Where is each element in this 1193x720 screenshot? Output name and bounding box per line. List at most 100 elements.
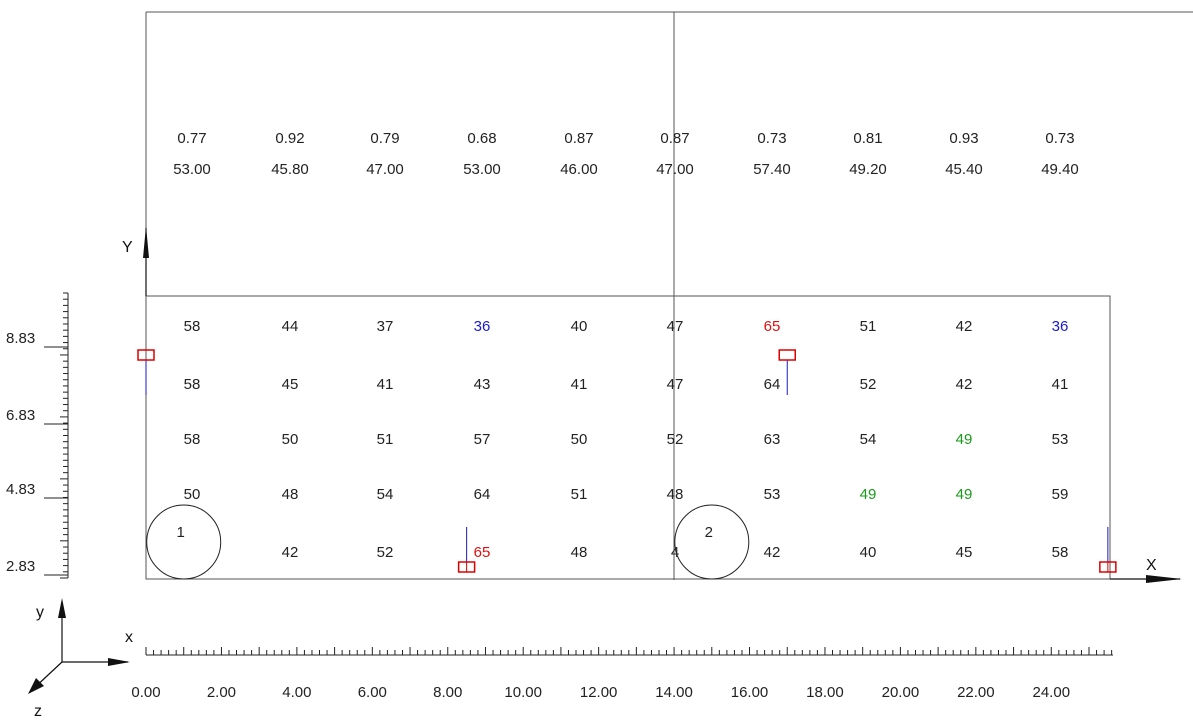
x-tick-label: 18.00 [806, 684, 844, 701]
y-tick-label: 4.83 [6, 481, 35, 498]
grid-cell-value: 58 [184, 431, 201, 448]
grid-cell-value: 43 [474, 376, 491, 393]
top-load-value: 49.20 [849, 161, 887, 178]
x-tick-label: 2.00 [207, 684, 236, 701]
triad-y-arrowhead [58, 598, 66, 618]
top-ratio-value: 0.87 [660, 130, 689, 147]
pile-circle [146, 504, 222, 580]
triad-y-label: y [36, 604, 44, 621]
grid-cell-value: 41 [377, 376, 394, 393]
grid-cell-value: 52 [377, 544, 394, 561]
top-load-value: 53.00 [463, 161, 501, 178]
grid-cell-value: 64 [764, 376, 781, 393]
top-ratio-value: 0.73 [1045, 130, 1074, 147]
grid-cell-value: 48 [667, 486, 684, 503]
grid-cell-value: 41 [1052, 376, 1069, 393]
pile-circle [674, 504, 750, 580]
grid-cell-value: 50 [571, 431, 588, 448]
grid-cell-value: 65 [474, 544, 491, 561]
grid-cell-value: 51 [377, 431, 394, 448]
top-ratio-value: 0.77 [177, 130, 206, 147]
triad-z-label: z [34, 703, 42, 720]
x-tick-label: 4.00 [282, 684, 311, 701]
grid-cell-value: 40 [571, 318, 588, 335]
grid-cell-value: 36 [474, 318, 491, 335]
top-values: 0.77 0.92 0.79 0.68 0.87 0.87 0.73 0.81 0.93 0.73… [173, 130, 1079, 178]
y-tick-label: 2.83 [6, 558, 35, 575]
x-tick-label: 6.00 [358, 684, 387, 701]
grid-cell-value: 48 [571, 544, 588, 561]
grid-cell-value: 40 [860, 544, 877, 561]
top-load-value: 47.00 [366, 161, 404, 178]
grid-cell-value: 47 [667, 376, 684, 393]
grid-cell-value: 49 [956, 486, 973, 503]
x-tick-label: 22.00 [957, 684, 995, 701]
x-scale: 0.00 2.00 4.00 6.00 8.00 10.00 12.00 14.00 16.00… [131, 647, 1113, 701]
grid-cell-value: 53 [764, 486, 781, 503]
grid-cell-value: 49 [860, 486, 877, 503]
y-tick-label: 6.83 [6, 407, 35, 424]
top-load-value: 53.00 [173, 161, 211, 178]
support-marker [137, 349, 155, 361]
grid-cell-value: 51 [860, 318, 877, 335]
pile-label: 1 [177, 524, 185, 541]
y-tick-label: 8.83 [6, 330, 35, 347]
x-tick-label: 20.00 [882, 684, 920, 701]
x-axis-arrowhead [1146, 575, 1182, 583]
grid-cell-value: 54 [860, 431, 877, 448]
grid-cell-value: 50 [184, 486, 201, 503]
x-axis: X [1110, 557, 1182, 583]
y-scale: 8.83 6.83 4.83 2.83 [6, 292, 69, 579]
coordinate-triad: y x z [28, 598, 133, 720]
top-ratio-value: 0.68 [467, 130, 496, 147]
grid-cell-value: 52 [860, 376, 877, 393]
grid-cell-value: 42 [282, 544, 299, 561]
grid-cell-value: 37 [377, 318, 394, 335]
grid-cell-value: 44 [282, 318, 299, 335]
top-ratio-value: 0.93 [949, 130, 978, 147]
grid-cell-value: 58 [184, 376, 201, 393]
slab-rectangle [145, 295, 1111, 580]
grid-cell-value: 47 [667, 318, 684, 335]
top-ratio-value: 0.79 [370, 130, 399, 147]
support-marker [778, 349, 796, 361]
x-tick-label: 16.00 [731, 684, 769, 701]
top-ratio-value: 0.73 [757, 130, 786, 147]
grid-cell-value: 65 [764, 318, 781, 335]
x-tick-label: 12.00 [580, 684, 618, 701]
top-load-value: 47.00 [656, 161, 694, 178]
top-load-value: 46.00 [560, 161, 598, 178]
triad-x-arrowhead [108, 658, 130, 666]
grid-cell-value: 4 [671, 544, 679, 561]
y-axis: Y [122, 226, 149, 296]
grid-cell-value: 50 [282, 431, 299, 448]
pile-label: 2 [705, 524, 713, 541]
top-ratio-value: 0.87 [564, 130, 593, 147]
triad-x-label: x [125, 629, 133, 646]
grid-cell-value: 53 [1052, 431, 1069, 448]
grid-cell-value: 48 [282, 486, 299, 503]
top-ratio-value: 0.92 [275, 130, 304, 147]
grid-cell-value: 42 [956, 318, 973, 335]
top-load-value: 49.40 [1041, 161, 1079, 178]
grid-cell-value: 45 [956, 544, 973, 561]
grid-cell-value: 64 [474, 486, 491, 503]
grid-cell-value: 58 [184, 318, 201, 335]
x-axis-label: X [1146, 557, 1157, 574]
y-axis-arrowhead [143, 226, 149, 258]
x-tick-label: 0.00 [131, 684, 160, 701]
grid-cell-value: 63 [764, 431, 781, 448]
grid-cell-value: 57 [474, 431, 491, 448]
supports [137, 349, 1117, 573]
grid-cell-value: 36 [1052, 318, 1069, 335]
x-tick-label: 10.00 [504, 684, 542, 701]
x-tick-label: 8.00 [433, 684, 462, 701]
grid-cell-value: 41 [571, 376, 588, 393]
grid-cell-value: 51 [571, 486, 588, 503]
top-load-value: 57.40 [753, 161, 791, 178]
top-load-value: 45.80 [271, 161, 309, 178]
x-tick-label: 14.00 [655, 684, 693, 701]
